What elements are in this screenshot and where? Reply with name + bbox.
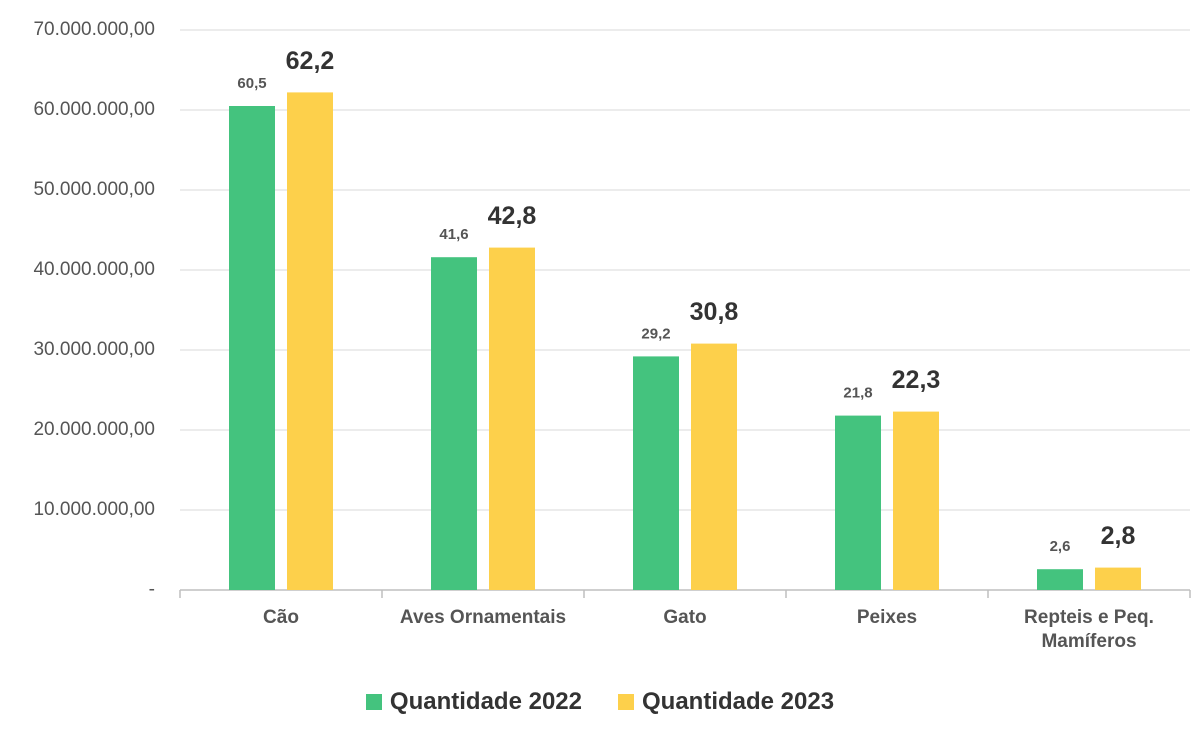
bar <box>835 415 881 590</box>
y-tick-label: 50.000.000,00 <box>33 179 155 200</box>
bar <box>633 356 679 590</box>
legend-label: Quantidade 2023 <box>642 688 835 715</box>
y-tick-label: 60.000.000,00 <box>33 99 155 120</box>
data-label: 41,6 <box>439 226 468 243</box>
bar <box>229 106 275 590</box>
data-label: 2,8 <box>1101 522 1136 550</box>
legend-item: Quantidade 2022 <box>365 688 582 716</box>
legend-swatch <box>365 694 382 710</box>
x-tick-label: Aves Ornamentais <box>399 607 567 628</box>
bar <box>893 411 939 590</box>
y-tick-label: 20.000.000,00 <box>33 419 155 440</box>
bar <box>691 343 737 590</box>
x-tick-label: Repteis e Peq. Mamíferos <box>1024 607 1154 652</box>
data-label: 2,6 <box>1050 538 1071 555</box>
data-label: 22,3 <box>892 366 941 394</box>
data-label: 30,8 <box>690 298 739 326</box>
data-label: 42,8 <box>488 202 537 230</box>
x-tick-label: Gato <box>663 607 707 628</box>
legend-label: Quantidade 2022 <box>389 688 582 715</box>
y-tick-label: 70.000.000,00 <box>33 19 155 40</box>
bar <box>1037 569 1083 590</box>
bar <box>287 92 333 591</box>
x-tick-label: Cão <box>263 607 299 628</box>
bar <box>1095 567 1141 590</box>
legend: Quantidade 2022 Quantidade 2023 <box>0 688 1200 716</box>
data-label: 60,5 <box>237 75 266 92</box>
y-tick-label: - <box>149 579 155 600</box>
y-tick-label: 30.000.000,00 <box>33 339 155 360</box>
bar <box>489 247 535 590</box>
data-label: 62,2 <box>286 47 335 75</box>
x-tick-label: Peixes <box>856 607 918 628</box>
legend-item: Quantidade 2023 <box>618 688 834 716</box>
y-tick-label: 40.000.000,00 <box>33 259 155 280</box>
bar <box>431 257 477 590</box>
y-tick-label: 10.000.000,00 <box>33 499 155 520</box>
legend-swatch <box>618 694 634 710</box>
data-label: 29,2 <box>641 325 670 342</box>
data-label: 21,8 <box>843 385 872 402</box>
